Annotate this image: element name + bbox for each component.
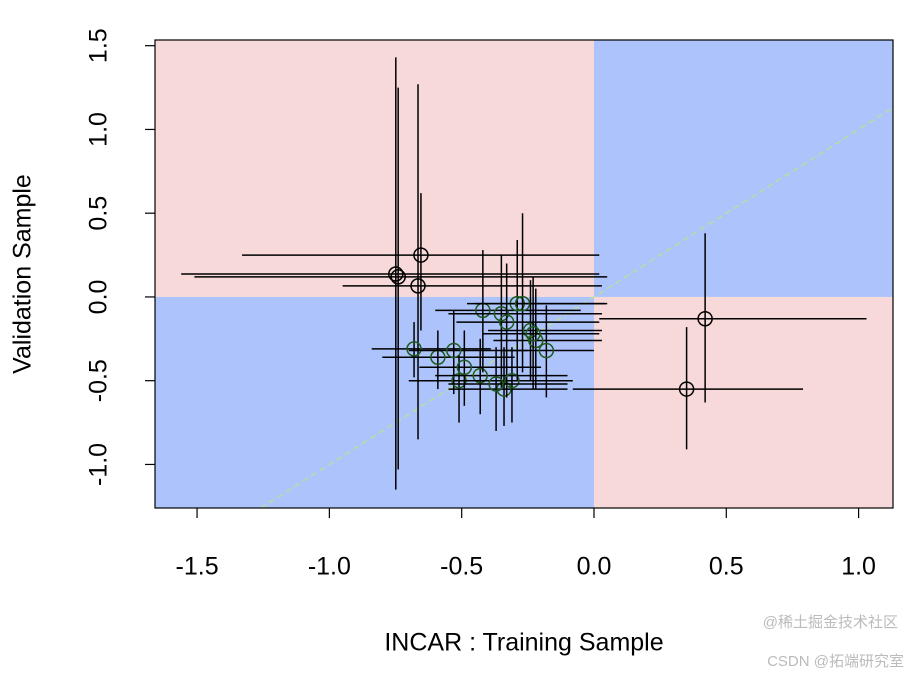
x-axis-label: INCAR : Training Sample <box>384 629 663 657</box>
point <box>678 381 695 397</box>
quadrant <box>155 296 594 508</box>
point <box>410 278 426 294</box>
point <box>538 342 555 359</box>
point <box>456 359 473 376</box>
x-tick-label: 0.0 <box>577 553 612 581</box>
y-tick-label: 1.5 <box>85 28 113 63</box>
y-tick-label: 1.0 <box>85 112 113 147</box>
watermark: @稀土掘金技术社区 <box>763 614 898 631</box>
y-tick-label: -1.0 <box>85 443 113 486</box>
quadrant <box>155 40 594 297</box>
y-tick-label: 0.5 <box>85 196 113 231</box>
point <box>525 326 541 342</box>
point <box>445 342 462 359</box>
watermark: CSDN @拓端研究室 <box>767 653 904 670</box>
x-tick-label: -1.0 <box>308 553 351 581</box>
y-tick-label: 0.0 <box>85 280 113 315</box>
x-tick-label: -1.5 <box>176 553 219 581</box>
y-tick-label: -0.5 <box>85 359 113 402</box>
x-tick-label: -0.5 <box>440 553 483 581</box>
point <box>498 314 515 330</box>
y-axis-label: Validation Sample <box>9 174 37 374</box>
plot-frame <box>154 39 894 509</box>
point <box>496 381 512 397</box>
point <box>406 341 422 357</box>
point <box>504 372 520 389</box>
x-tick-label: 1.0 <box>841 553 876 581</box>
point <box>390 269 406 285</box>
point <box>472 367 488 384</box>
quadrant <box>593 40 893 297</box>
point <box>514 295 531 312</box>
point <box>488 376 504 392</box>
diagonal <box>260 107 894 509</box>
point <box>493 305 510 322</box>
point <box>413 247 429 263</box>
x-tick-label: 0.5 <box>709 553 744 581</box>
quadrant <box>593 296 893 508</box>
point <box>388 266 404 282</box>
point <box>522 322 539 339</box>
point <box>697 310 713 327</box>
